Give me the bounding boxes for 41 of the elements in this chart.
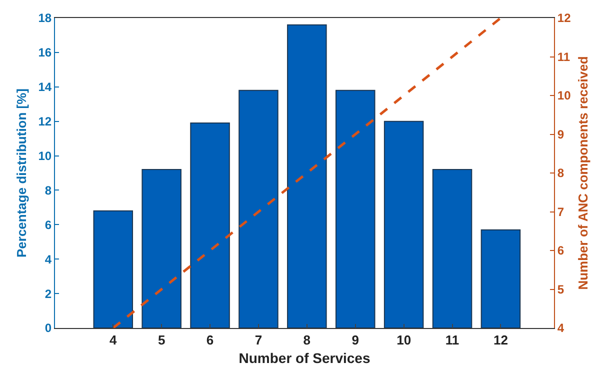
y-tick-label: 4 (44, 252, 52, 266)
x-tick-label: 10 (396, 332, 412, 348)
bar (190, 122, 230, 328)
y2-tick-label: 9 (557, 127, 564, 142)
x-axis-title: Number of Services (238, 350, 370, 366)
bar (142, 169, 182, 328)
x-tick-label: 4 (110, 332, 118, 348)
bar (287, 24, 327, 328)
y-tick-label: 10 (38, 148, 52, 163)
y2-tick-label: 11 (557, 50, 570, 64)
y2-tick-label: 8 (557, 166, 564, 180)
x-tick-label: 5 (158, 332, 166, 348)
y-tick-label: 12 (38, 114, 52, 129)
bar (238, 90, 278, 328)
bar (384, 120, 424, 328)
y2-tick-label: 5 (557, 282, 564, 296)
x-tick-label: 12 (493, 332, 508, 348)
y-tick-label: 0 (44, 321, 52, 336)
x-tick-label: 6 (206, 332, 214, 348)
x-tick-label: 11 (445, 332, 460, 348)
y2-tick-label: 12 (557, 11, 572, 26)
y2-axis-title: Number of ANC components received (576, 56, 591, 290)
y-tick-label: 16 (38, 46, 52, 60)
x-tick-label: 9 (352, 332, 359, 348)
y2-tick-label: 4 (557, 321, 564, 336)
y-axis-title: Percentage distribution [%] (14, 88, 30, 258)
bar (480, 229, 521, 328)
bar (432, 169, 472, 328)
bar (93, 210, 134, 328)
y-tick-label: 6 (44, 218, 52, 232)
y2-tick-label: 6 (557, 244, 564, 258)
y-tick-label: 2 (44, 286, 52, 301)
y-tick-label: 8 (44, 183, 52, 198)
line-series (112, 18, 502, 328)
y2-tick-label: 10 (557, 88, 572, 103)
y-tick-label: 18 (38, 11, 52, 26)
x-tick-label: 8 (303, 332, 311, 348)
x-tick-label: 7 (254, 332, 262, 348)
y-tick-label: 14 (38, 80, 52, 94)
bar (335, 90, 376, 328)
y2-tick-label: 7 (557, 204, 564, 219)
